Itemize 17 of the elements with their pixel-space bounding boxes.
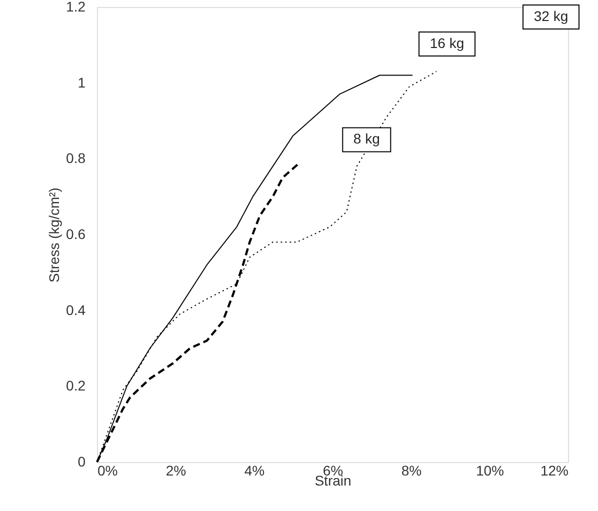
annotation: 8 kg: [353, 130, 380, 147]
x-tick-label: 0%: [98, 462, 118, 478]
y-tick-label: 0.8: [66, 150, 86, 166]
x-tick-label: 12%: [540, 462, 568, 478]
y-tick-label: 1: [78, 74, 86, 90]
y-tick-label: 0.2: [66, 378, 86, 394]
annotation: 32 kg: [534, 8, 568, 24]
y-tick-label: 1.2: [66, 0, 86, 14]
y-tick-label: 0.6: [66, 226, 86, 242]
x-tick-label: 4%: [244, 462, 265, 478]
x-tick-label: 8%: [401, 462, 422, 478]
annotation: 16 kg: [430, 35, 464, 51]
x-tick-label: 10%: [476, 462, 504, 478]
x-tick-label: 2%: [166, 462, 186, 478]
y-tick-label: 0.4: [66, 302, 86, 318]
y-tick-label: 0: [78, 454, 86, 470]
y-axis-title: Stress (kg/cm²): [46, 188, 62, 282]
